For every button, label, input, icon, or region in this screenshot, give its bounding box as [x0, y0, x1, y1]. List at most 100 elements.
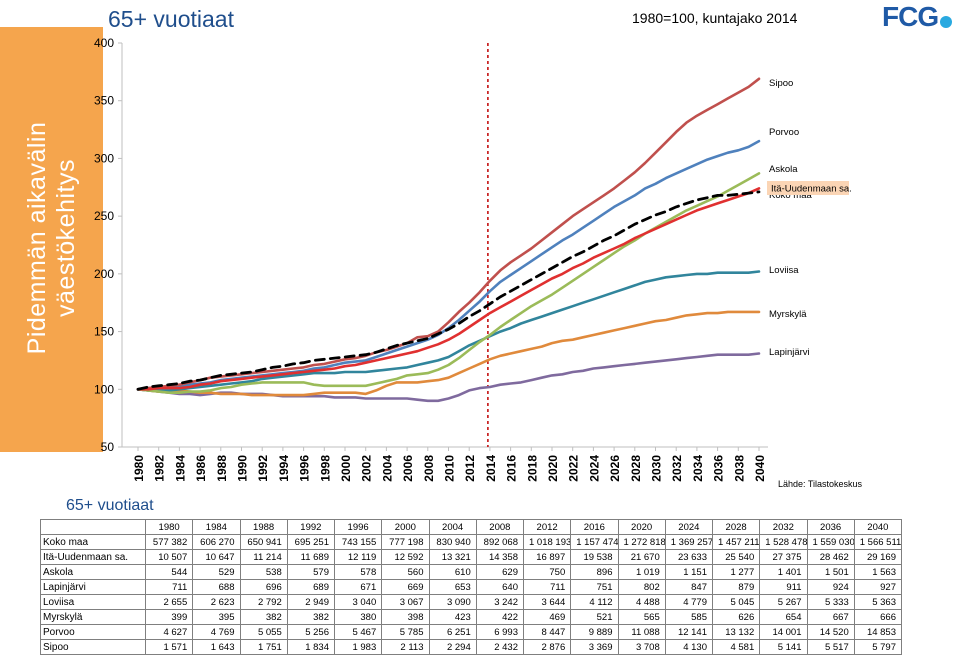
x-tick-label: 1994: [277, 455, 291, 482]
table-cell: 696: [239, 579, 288, 595]
table-cell: 671: [333, 579, 383, 595]
table-cell: 10 507: [144, 549, 194, 565]
table-cell: 12 592: [381, 549, 430, 565]
table-cell: 711: [522, 579, 572, 595]
table-cell: 1 019: [617, 564, 666, 580]
x-tick-label: 2022: [567, 455, 581, 482]
table-cell: 2 113: [381, 639, 430, 655]
table-cell: 2 432: [475, 639, 525, 655]
table-cell: 398: [381, 609, 430, 625]
table-row: Lapinjärvi 711 688 696 689 671 669 653 640 711 751…: [40, 579, 903, 595]
x-tick-label: 2006: [401, 455, 415, 482]
line-chart: 50 100 150 200 250 300 350 400 1980 1982 1984 1986 1…: [94, 36, 852, 482]
table-cell: 13 321: [428, 549, 477, 565]
x-tick-label: 2014: [484, 455, 498, 482]
table-year-header: 1980: [144, 519, 194, 535]
table-cell: 1 983: [333, 639, 383, 655]
series-label-ita-uudenmaan-sa: Itä-Uudenmaan sa.: [771, 184, 852, 195]
x-tick-label: 2012: [463, 455, 477, 482]
table-cell: 9 889: [570, 624, 619, 640]
x-tick-label: 2024: [587, 455, 601, 482]
table-cell: 802: [617, 579, 666, 595]
table-cell: 5 785: [381, 624, 430, 640]
series-labels: Sipoo Porvoo Askola Koko maa Loviisa Myrskylä…: [767, 78, 852, 358]
table-cell: 565: [617, 609, 666, 625]
fcg-logo: FCG: [882, 1, 953, 32]
x-tick-label: 2030: [650, 455, 664, 482]
table-year-header: 2020: [617, 519, 666, 535]
table-row: Sipoo 1 571 1 643 1 751 1 834 1 983 2 113 2 294…: [40, 639, 903, 655]
table-cell: 1 528 478: [759, 534, 808, 550]
table-row-label: Koko maa: [40, 534, 146, 550]
table-cell: 2 876: [522, 639, 572, 655]
table-cell: 529: [192, 564, 241, 580]
table-cell: 4 112: [570, 594, 619, 610]
y-tick-label: 300: [94, 151, 114, 165]
table-year-header: 1984: [192, 519, 241, 535]
table-row: Myrskylä 399 395 382 382 380 398 423 422 469 521 56…: [40, 609, 903, 625]
table-cell: 688: [192, 579, 241, 595]
table-cell: 585: [664, 609, 714, 625]
table-cell: 521: [570, 609, 619, 625]
table-cell: 12 141: [664, 624, 714, 640]
table-cell: 577 382: [144, 534, 194, 550]
y-tick-label: 400: [94, 36, 114, 50]
x-tick-label: 1982: [153, 455, 167, 482]
table-cell: 4 769: [192, 624, 241, 640]
x-tick-label: 1998: [318, 455, 332, 482]
table-year-header: 1988: [239, 519, 288, 535]
table-cell: 629: [475, 564, 525, 580]
table-cell: 689: [286, 579, 336, 595]
x-tick-label: 1992: [256, 455, 270, 482]
table-cell: 1 834: [286, 639, 336, 655]
table-cell: 1 563: [853, 564, 903, 580]
table-row: Askola 544 529 538 579 578 560 610 629 750 896 1 01…: [40, 564, 903, 580]
table-cell: 27 375: [759, 549, 808, 565]
x-tick-label: 2032: [670, 455, 684, 482]
x-tick-label: 1986: [194, 455, 208, 482]
x-tick-label: 2004: [380, 455, 394, 482]
x-tick-label: 2000: [339, 455, 353, 482]
table-cell: 4 488: [617, 594, 666, 610]
table-cell: 5 045: [711, 594, 761, 610]
table-year-header: 2008: [475, 519, 525, 535]
table-cell: 13 132: [711, 624, 761, 640]
table-cell: 6 993: [475, 624, 525, 640]
series-label-porvoo: Porvoo: [769, 127, 799, 138]
table-cell: 21 670: [617, 549, 666, 565]
series-label-loviisa: Loviisa: [769, 265, 799, 276]
table-cell: 11 214: [239, 549, 288, 565]
table-cell: 422: [475, 609, 525, 625]
table-row-label: Askola: [40, 564, 146, 580]
table-cell: 1 457 211: [711, 534, 761, 550]
x-tick-label: 2026: [608, 455, 622, 482]
table-cell: 5 055: [239, 624, 288, 640]
index-note: 1980=100, kuntajako 2014: [632, 10, 798, 26]
x-tick-label: 1980: [132, 455, 146, 482]
table-cell: 538: [239, 564, 288, 580]
y-tick-label: 350: [94, 94, 114, 108]
table-cell: 2 623: [192, 594, 241, 610]
series-label-lapinj-rvi: Lapinjärvi: [769, 347, 810, 358]
table-cell: 14 358: [475, 549, 525, 565]
table-cell: 11 689: [286, 549, 336, 565]
table-cell: 10 647: [192, 549, 241, 565]
table-year-header: 2004: [428, 519, 477, 535]
table-cell: 382: [239, 609, 288, 625]
series-label-box: [767, 181, 849, 195]
table-cell: 3 708: [617, 639, 666, 655]
table-cell: 5 797: [853, 639, 903, 655]
series-line-porvoo: [136, 139, 761, 391]
table-cell: 3 242: [475, 594, 525, 610]
table-corner-cell: [40, 519, 146, 535]
table-row-label: Lapinjärvi: [40, 579, 146, 595]
table-cell: 2 655: [144, 594, 194, 610]
table-row-label: Myrskylä: [40, 609, 146, 625]
table-year-header: 2032: [759, 519, 808, 535]
x-tick-label: 2034: [691, 455, 705, 482]
table-cell: 4 779: [664, 594, 714, 610]
table-cell: 23 633: [664, 549, 714, 565]
table-cell: 2 294: [428, 639, 477, 655]
x-tick-label: 2002: [360, 455, 374, 482]
x-tick-label: 1996: [298, 455, 312, 482]
